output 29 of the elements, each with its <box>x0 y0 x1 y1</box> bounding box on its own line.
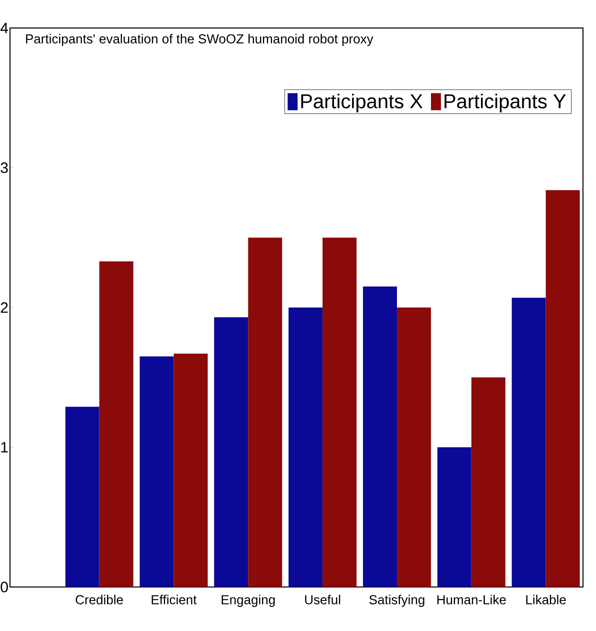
x-tick-label: Useful <box>305 594 340 604</box>
x-tick-label: Satisfying <box>369 594 424 607</box>
x-tick-label: Efficient <box>152 594 197 604</box>
bar <box>174 354 208 587</box>
bar <box>214 317 248 587</box>
y-tick-label: 4 <box>0 22 8 34</box>
bar <box>248 238 282 587</box>
bar <box>140 356 174 587</box>
bar <box>65 406 100 587</box>
chart-title: Participants' evaluation of the SWoOZ humanoid robot proxy <box>26 34 374 46</box>
x-tick-label: Human-Like <box>437 594 506 604</box>
y-tick-label: 1 <box>1 442 8 452</box>
legend-label: Participants Y <box>444 94 566 112</box>
bar <box>546 190 580 587</box>
bar <box>322 238 357 587</box>
bar <box>512 298 546 587</box>
x-tick-label: Likable <box>526 594 566 604</box>
x-tick-label: Credible <box>76 594 123 604</box>
bar <box>362 286 397 587</box>
bar <box>288 308 323 587</box>
bar <box>396 308 431 587</box>
bar <box>99 261 134 587</box>
y-tick-label: 3 <box>0 162 8 174</box>
y-tick-label: 0 <box>0 582 8 592</box>
bar <box>437 447 472 587</box>
legend-label: Participants X <box>301 94 423 112</box>
y-tick-label: 2 <box>0 302 8 313</box>
bar <box>471 377 506 587</box>
x-tick-label: Engaging <box>222 594 275 607</box>
